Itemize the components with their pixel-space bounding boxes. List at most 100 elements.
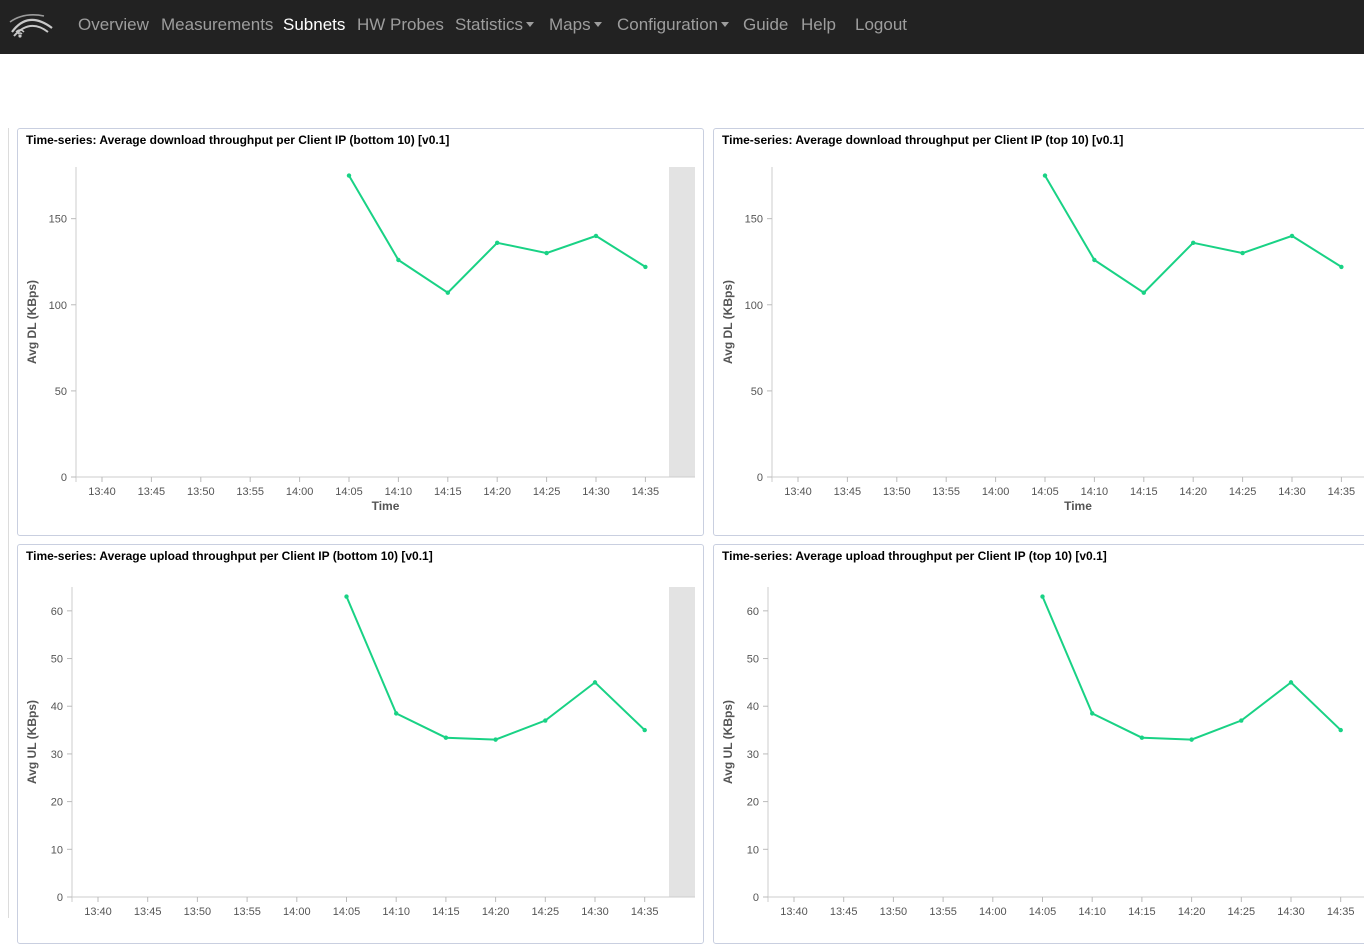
nav-subnets[interactable]: Subnets xyxy=(283,15,346,34)
y-tick-label: 10 xyxy=(51,844,63,856)
x-tick-label: 13:50 xyxy=(187,486,215,498)
line-chart-ul-bottom10: 0 10 20 30 40 50 60 13:40 13:45 13:50 13:55 14:00 14… xyxy=(25,587,695,918)
y-axis-title: Avg UL (KBps) xyxy=(721,700,735,784)
data-point xyxy=(1092,257,1097,263)
x-tick-label: 14:30 xyxy=(1278,486,1306,498)
nav-logout[interactable]: Logout xyxy=(855,15,907,34)
x-tick-label: 14:00 xyxy=(283,906,311,918)
x-tick-label: 14:25 xyxy=(532,906,560,918)
nav-statistics-label: Statistics xyxy=(455,15,524,34)
x-tick-label: 14:15 xyxy=(434,486,462,498)
x-tick-label: 14:20 xyxy=(1178,906,1206,918)
x-tick-label: 14:30 xyxy=(582,486,610,498)
y-tick-label: 100 xyxy=(745,300,763,312)
data-point xyxy=(544,250,549,256)
data-point xyxy=(344,594,349,599)
x-tick-label: 13:45 xyxy=(134,906,162,918)
x-tick-label: 14:25 xyxy=(1229,486,1257,498)
nav-maps-label: Maps xyxy=(549,15,591,34)
x-tick-label: 14:00 xyxy=(286,486,314,498)
x-tick-label: 14:05 xyxy=(1031,486,1059,498)
y-tick-label: 60 xyxy=(747,606,759,618)
data-point xyxy=(1288,680,1294,685)
nav-help[interactable]: Help xyxy=(801,15,836,34)
series-line xyxy=(1041,596,1342,741)
y-tick-label: 10 xyxy=(747,844,759,856)
data-point xyxy=(1141,290,1146,295)
x-tick-label: 14:10 xyxy=(382,906,410,918)
page-divider xyxy=(8,128,9,918)
x-tick-label: 14:15 xyxy=(1130,486,1158,498)
nav-measurements[interactable]: Measurements xyxy=(161,15,274,34)
data-point xyxy=(592,680,598,685)
x-tick-label: 13:55 xyxy=(932,486,960,498)
y-tick-label: 150 xyxy=(745,214,763,226)
data-point xyxy=(1191,240,1196,245)
caret-down-icon xyxy=(526,22,535,27)
data-point xyxy=(1189,737,1194,742)
nav-maps-dropdown[interactable]: Maps xyxy=(549,15,602,35)
x-tick-label: 14:10 xyxy=(1081,486,1109,498)
nav-overview[interactable]: Overview xyxy=(78,15,149,34)
data-point xyxy=(643,264,648,270)
data-point xyxy=(593,233,599,239)
data-point xyxy=(1338,727,1343,733)
data-point xyxy=(1040,594,1045,599)
chart-panel-ul-top10: Time-series: Average upload throughput p… xyxy=(713,544,1364,944)
y-tick-label: 20 xyxy=(51,797,63,809)
nav-statistics-dropdown[interactable]: Statistics xyxy=(455,15,535,35)
y-tick-label: 0 xyxy=(61,472,67,484)
x-tick-label: 14:20 xyxy=(483,486,511,498)
series-line xyxy=(348,175,646,295)
x-tick-label: 14:10 xyxy=(1078,906,1106,918)
y-tick-label: 40 xyxy=(51,701,63,713)
y-tick-label: 0 xyxy=(757,472,763,484)
data-point xyxy=(493,737,498,742)
nav-configuration-dropdown[interactable]: Configuration xyxy=(617,15,730,35)
x-tick-label: 14:00 xyxy=(979,906,1007,918)
x-tick-label: 14:15 xyxy=(1128,906,1156,918)
y-tick-label: 50 xyxy=(51,654,63,666)
line-chart-ul-top10: 0 10 20 30 40 50 60 13:40 13:45 13:50 13:55 14:00 14… xyxy=(721,587,1364,918)
y-axis-title: Avg UL (KBps) xyxy=(25,700,39,784)
x-axis-title: Time xyxy=(1064,499,1092,513)
data-point xyxy=(394,711,399,716)
x-tick-label: 14:05 xyxy=(333,906,361,918)
y-tick-label: 50 xyxy=(55,386,67,398)
data-point xyxy=(495,240,500,245)
x-tick-label: 13:45 xyxy=(834,486,862,498)
x-tick-label: 14:15 xyxy=(432,906,460,918)
top-navbar: Overview Measurements Subnets HW Probes … xyxy=(0,0,1364,54)
y-tick-label: 30 xyxy=(747,749,759,761)
line-chart-dl-top10: 0 50 100 150 13:40 13:45 13:50 13:55 14:00 14:05 1… xyxy=(721,167,1364,513)
highlight-band xyxy=(669,167,695,477)
caret-down-icon xyxy=(721,22,730,27)
data-point xyxy=(1090,711,1095,716)
x-tick-label: 13:50 xyxy=(184,906,212,918)
x-tick-label: 13:55 xyxy=(233,906,261,918)
x-tick-label: 13:50 xyxy=(880,906,908,918)
nav-guide[interactable]: Guide xyxy=(743,15,789,34)
data-point xyxy=(1240,250,1245,256)
data-point xyxy=(543,718,548,723)
data-point xyxy=(1339,264,1344,270)
data-point xyxy=(1289,233,1295,239)
x-tick-label: 13:40 xyxy=(780,906,808,918)
x-tick-label: 14:35 xyxy=(1328,486,1356,498)
y-axis-title: Avg DL (KBps) xyxy=(721,280,735,364)
x-tick-label: 14:00 xyxy=(982,486,1010,498)
x-tick-label: 14:05 xyxy=(1029,906,1057,918)
x-tick-label: 14:10 xyxy=(385,486,413,498)
x-tick-label: 14:25 xyxy=(533,486,561,498)
y-tick-label: 100 xyxy=(49,300,67,312)
nav-configuration-label: Configuration xyxy=(617,15,719,34)
data-point xyxy=(346,173,352,178)
wifi-wave-logo-icon[interactable] xyxy=(8,10,56,40)
x-tick-label: 13:40 xyxy=(84,906,112,918)
x-tick-label: 13:55 xyxy=(236,486,264,498)
x-tick-label: 13:45 xyxy=(830,906,858,918)
y-tick-label: 0 xyxy=(753,892,759,904)
nav-hw-probes[interactable]: HW Probes xyxy=(357,15,444,34)
data-point xyxy=(445,290,450,295)
y-tick-label: 60 xyxy=(51,606,63,618)
